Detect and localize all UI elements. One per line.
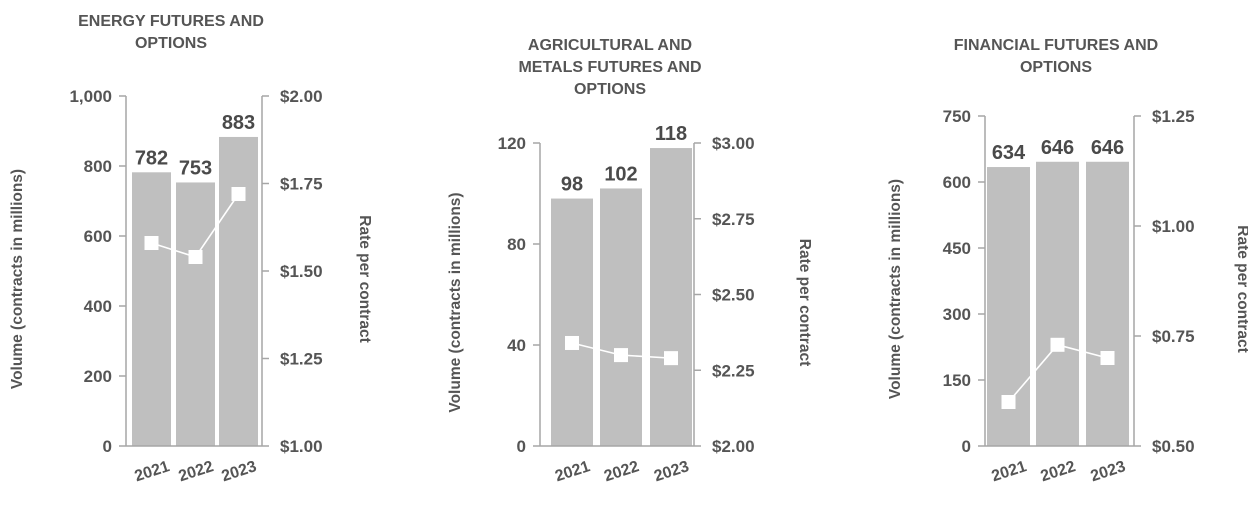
bar-2021 xyxy=(132,172,171,447)
chart-title: OPTIONS xyxy=(135,35,207,52)
x-tick-label: 2023 xyxy=(652,458,691,485)
right-tick-label: $0.50 xyxy=(1152,437,1195,456)
rate-marker-2023 xyxy=(1100,351,1115,365)
left-tick-label: 600 xyxy=(84,227,112,246)
left-tick-label: 0 xyxy=(517,437,526,456)
chart-title: AGRICULTURAL AND xyxy=(528,37,692,54)
bar-value-label: 883 xyxy=(222,112,255,134)
bar-2022 xyxy=(1036,161,1079,446)
left-tick-label: 0 xyxy=(103,437,112,456)
chart-title: FINANCIAL FUTURES AND xyxy=(954,37,1158,54)
left-tick-label: 400 xyxy=(84,297,112,316)
rate-marker-2021 xyxy=(565,335,579,350)
bar-2022 xyxy=(600,188,642,446)
bar-value-label: 753 xyxy=(179,157,212,179)
rate-marker-2022 xyxy=(188,250,203,264)
y-axis-label: Volume (contracts in millions) xyxy=(887,179,904,399)
x-tick-label: 2022 xyxy=(602,458,641,485)
y2-axis-label: Rate per contract xyxy=(1234,225,1248,352)
bar-2022 xyxy=(176,182,215,446)
bar-2021 xyxy=(551,198,593,446)
left-tick-label: 80 xyxy=(507,235,526,254)
right-tick-label: $0.75 xyxy=(1152,327,1195,346)
right-tick-label: $2.00 xyxy=(712,437,755,456)
left-tick-label: 1,000 xyxy=(69,87,112,106)
x-tick-label: 2023 xyxy=(220,458,259,485)
left-tick-label: 0 xyxy=(962,437,971,456)
right-tick-label: $1.50 xyxy=(280,262,323,281)
left-tick-label: 200 xyxy=(84,367,112,386)
bar-value-label: 646 xyxy=(1091,137,1124,159)
left-tick-label: 750 xyxy=(943,107,971,126)
rate-marker-2023 xyxy=(231,187,246,201)
left-tick-label: 800 xyxy=(84,157,112,176)
bar-value-label: 118 xyxy=(655,123,687,145)
left-tick-label: 150 xyxy=(943,371,971,390)
bar-2023 xyxy=(1086,161,1129,446)
x-tick-label: 2023 xyxy=(1089,458,1128,485)
chart-title: ENERGY FUTURES AND xyxy=(78,13,264,30)
left-tick-label: 120 xyxy=(498,134,526,153)
left-tick-label: 450 xyxy=(943,239,971,258)
right-tick-label: $1.00 xyxy=(280,437,323,456)
rate-marker-2021 xyxy=(144,236,159,250)
bar-value-label: 634 xyxy=(992,142,1026,164)
x-tick-label: 2021 xyxy=(133,458,172,485)
right-tick-label: $1.25 xyxy=(1152,107,1195,126)
y-axis-label: Volume (contracts in millions) xyxy=(447,192,464,412)
bar-value-label: 98 xyxy=(561,174,583,196)
rate-marker-2023 xyxy=(664,351,678,366)
right-tick-label: $2.50 xyxy=(712,286,755,305)
bar-2023 xyxy=(219,136,258,446)
chart-title: OPTIONS xyxy=(574,81,646,98)
right-tick-label: $2.25 xyxy=(712,361,755,380)
y2-axis-label: Rate per contract xyxy=(796,239,813,366)
x-tick-label: 2022 xyxy=(177,458,216,485)
chart-title: OPTIONS xyxy=(1020,59,1092,76)
chart-title: METALS FUTURES AND xyxy=(518,59,701,76)
rate-marker-2022 xyxy=(1050,337,1065,352)
right-tick-label: $2.00 xyxy=(280,87,323,106)
right-tick-label: $1.75 xyxy=(280,175,323,194)
bar-value-label: 646 xyxy=(1041,137,1074,159)
left-tick-label: 600 xyxy=(943,173,971,192)
right-tick-label: $2.75 xyxy=(712,210,755,229)
left-tick-label: 40 xyxy=(507,336,526,355)
bar-value-label: 782 xyxy=(135,147,168,169)
bar-value-label: 102 xyxy=(604,163,637,185)
x-tick-label: 2022 xyxy=(1039,458,1078,485)
right-tick-label: $3.00 xyxy=(712,134,755,153)
rate-marker-2021 xyxy=(1001,395,1016,409)
right-tick-label: $1.00 xyxy=(1152,217,1195,236)
rate-marker-2022 xyxy=(614,348,628,363)
x-tick-label: 2021 xyxy=(990,458,1029,485)
y-axis-label: Volume (contracts in millions) xyxy=(9,169,26,389)
y2-axis-label: Rate per contract xyxy=(356,215,373,342)
bar-2023 xyxy=(650,148,692,447)
left-tick-label: 300 xyxy=(943,305,971,324)
right-tick-label: $1.25 xyxy=(280,350,323,369)
x-tick-label: 2021 xyxy=(553,458,592,485)
